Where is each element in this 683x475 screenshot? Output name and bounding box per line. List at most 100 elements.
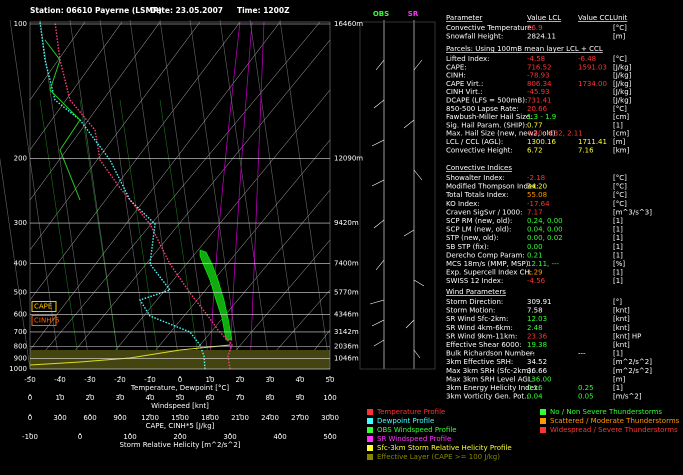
unit: [knt]	[613, 341, 630, 349]
unit: [1]	[613, 121, 623, 129]
temperature-tick-label: -20	[114, 376, 125, 384]
height-label: 5770m	[334, 289, 359, 297]
value-lcl: -2.18	[527, 174, 545, 182]
unit: [m]	[613, 375, 626, 383]
legend-swatch	[540, 427, 546, 433]
cape-tick-label: 2100	[231, 414, 249, 422]
unit: [m]	[613, 138, 626, 146]
cape-title: CAPE, CINH*5 [J/kg]	[146, 422, 215, 430]
value-lcl: 0.00	[527, 243, 543, 251]
value-lcl: 0.16	[527, 384, 543, 392]
time: Time: 1200Z	[237, 6, 290, 15]
legend-label: Widespread / Severe Thunderstorms	[550, 426, 678, 434]
param-name: Bulk Richardson Number:	[446, 350, 535, 358]
cape-tick-label: 2700	[291, 414, 309, 422]
height-label: 9420m	[334, 219, 359, 227]
legend-label: OBS Windspeed Profile	[377, 426, 457, 434]
table-header: Unit	[613, 14, 628, 22]
annotation-box	[31, 301, 57, 313]
value-ccl: ---	[578, 350, 586, 358]
param-name: Convective Temperature:	[446, 24, 534, 32]
cape-tick-label: 1500	[171, 414, 189, 422]
value-lcl: -4.56	[527, 277, 546, 285]
height-label: 3142m	[334, 328, 359, 336]
param-name: Exp. Supercell Index CH:	[446, 269, 532, 277]
pressure-label: 1000	[9, 365, 27, 373]
param-name: Max. Hail Size (new, new2, old):	[446, 130, 558, 138]
value-ccl: 0.25	[578, 384, 594, 392]
cape-tick-label: 0	[28, 414, 32, 422]
value-lcl: 0.21	[527, 251, 543, 259]
wind-tick-label: 100	[323, 394, 336, 402]
param-name: Max 3km SRH (Sfc-2km):	[446, 367, 533, 375]
value-lcl: 0.77	[527, 121, 543, 129]
unit: [1]	[613, 350, 623, 358]
value-ccl: 1591.03	[578, 63, 607, 71]
value-lcl: 1.3 - 1.9	[527, 113, 556, 121]
param-name: Sig. Hail Param. (SHIP):	[446, 121, 527, 129]
srh-tick-label: 300	[223, 433, 236, 441]
unit: [knt]	[613, 324, 630, 332]
pressure-label: 500	[14, 289, 27, 297]
value-lcl: 26.9	[527, 24, 543, 32]
unit: [°C]	[613, 191, 627, 199]
cape-tick-label: 1800	[201, 414, 219, 422]
param-name: Total Totals Index:	[445, 191, 508, 199]
wind-tick-label: 0	[28, 394, 32, 402]
cape-tick-label: 2400	[261, 414, 279, 422]
value-lcl: -45.93	[527, 88, 550, 96]
temperature-tick-label: 0	[178, 376, 182, 384]
wind-panel-title: OBS	[373, 10, 389, 18]
srh-tick-label: 200	[173, 433, 186, 441]
unit: [m^2/s^2]	[613, 358, 652, 366]
temperature-tick-label: 30	[266, 376, 275, 384]
value-lcl: 0.00, 0.02	[527, 234, 563, 242]
param-name: STP (new, old):	[446, 234, 499, 242]
param-name: SR Wind Sfc-2km:	[446, 315, 508, 323]
legend-label: Scattered / Moderate Thunderstorms	[550, 417, 680, 425]
param-name: Fawbush-Miller Hail Size:	[446, 113, 533, 121]
value-lcl: 12.03	[527, 315, 547, 323]
wind-tick-label: 10	[56, 394, 65, 402]
value-lcl: -17.64	[527, 200, 550, 208]
param-name: Effective Shear 6000:	[446, 341, 522, 349]
unit: [km]	[613, 146, 630, 154]
wind-tick-label: 80	[266, 394, 275, 402]
value-lcl: 2824.11	[527, 33, 556, 41]
value-lcl: 7.17	[527, 208, 543, 216]
value-lcl: 136.00	[527, 375, 552, 383]
unit: [m]	[613, 33, 626, 41]
section-title: Convective Indices	[446, 164, 512, 172]
cape-tick-label: 1200	[141, 414, 159, 422]
value-lcl: 19.38	[527, 341, 547, 349]
temperature-tick-label: -50	[24, 376, 35, 384]
value-lcl: 36.66	[527, 367, 548, 375]
value-lcl: 0.04	[527, 393, 543, 401]
height-label: 4346m	[334, 310, 359, 318]
param-name: MCS 18m/s (MMP, MSP):	[446, 260, 531, 268]
param-name: SWISS 12 Index:	[446, 277, 503, 285]
unit: [J/kg]	[613, 80, 632, 88]
param-name: 3km Effective SRH:	[446, 358, 513, 366]
station: Station: 06610 Payerne (LSMP)	[30, 6, 162, 15]
unit: [J/kg]	[613, 63, 632, 71]
unit: [°C]	[613, 183, 627, 191]
cape-tick-label: 3000	[321, 414, 339, 422]
cape-tick-label: 600	[83, 414, 96, 422]
section-title: Wind Parameters	[446, 288, 506, 296]
param-name: Lifted Index:	[446, 55, 490, 63]
height-label: 12090m	[334, 154, 363, 162]
param-name: Craven SigSvr / 1000:	[446, 208, 522, 216]
srh-tick-label: 100	[123, 433, 136, 441]
legend-swatch	[367, 418, 373, 424]
value-lcl: 4.40, 4.32, 2.11	[527, 130, 583, 138]
unit: [°]	[613, 298, 622, 306]
unit: [J/kg]	[613, 97, 632, 105]
value-ccl: 0.05	[578, 393, 594, 401]
legend-swatch	[367, 427, 373, 433]
unit: [1]	[613, 251, 623, 259]
param-name: CAPE Virt.:	[446, 80, 483, 88]
